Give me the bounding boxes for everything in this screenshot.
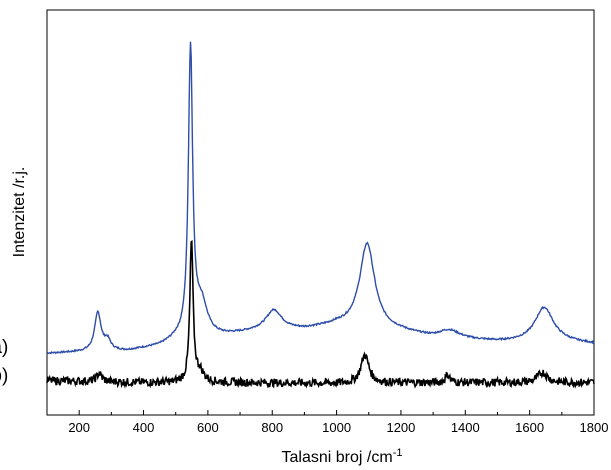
x-tick-label: 800 — [261, 420, 283, 435]
x-axis-title-superscript: -1 — [393, 447, 403, 459]
x-tick-label: 1800 — [580, 420, 609, 435]
x-tick-label: 1200 — [386, 420, 415, 435]
x-tick-label: 600 — [197, 420, 219, 435]
curve-label-b: (b) — [0, 366, 8, 387]
y-axis-title: Intenzitet /r.j. — [11, 167, 28, 258]
x-tick-label: 200 — [68, 420, 90, 435]
series-line-a — [46, 41, 595, 355]
x-tick-label: 1400 — [451, 420, 480, 435]
x-tick-label: 1600 — [515, 420, 544, 435]
x-axis-ticks: 200 400 600 800 1000 1200 1400 1600 1800 — [46, 410, 609, 435]
series-line-b — [46, 240, 595, 389]
x-tick-label: 1000 — [322, 420, 351, 435]
curve-labels: (a) (b) — [0, 337, 8, 386]
curve-label-a: (a) — [0, 337, 8, 358]
x-axis-title: Talasni broj /cm-1 — [282, 447, 403, 466]
x-tick-label: 400 — [133, 420, 155, 435]
plot-frame — [46, 9, 595, 416]
spectrum-curves — [46, 41, 595, 389]
